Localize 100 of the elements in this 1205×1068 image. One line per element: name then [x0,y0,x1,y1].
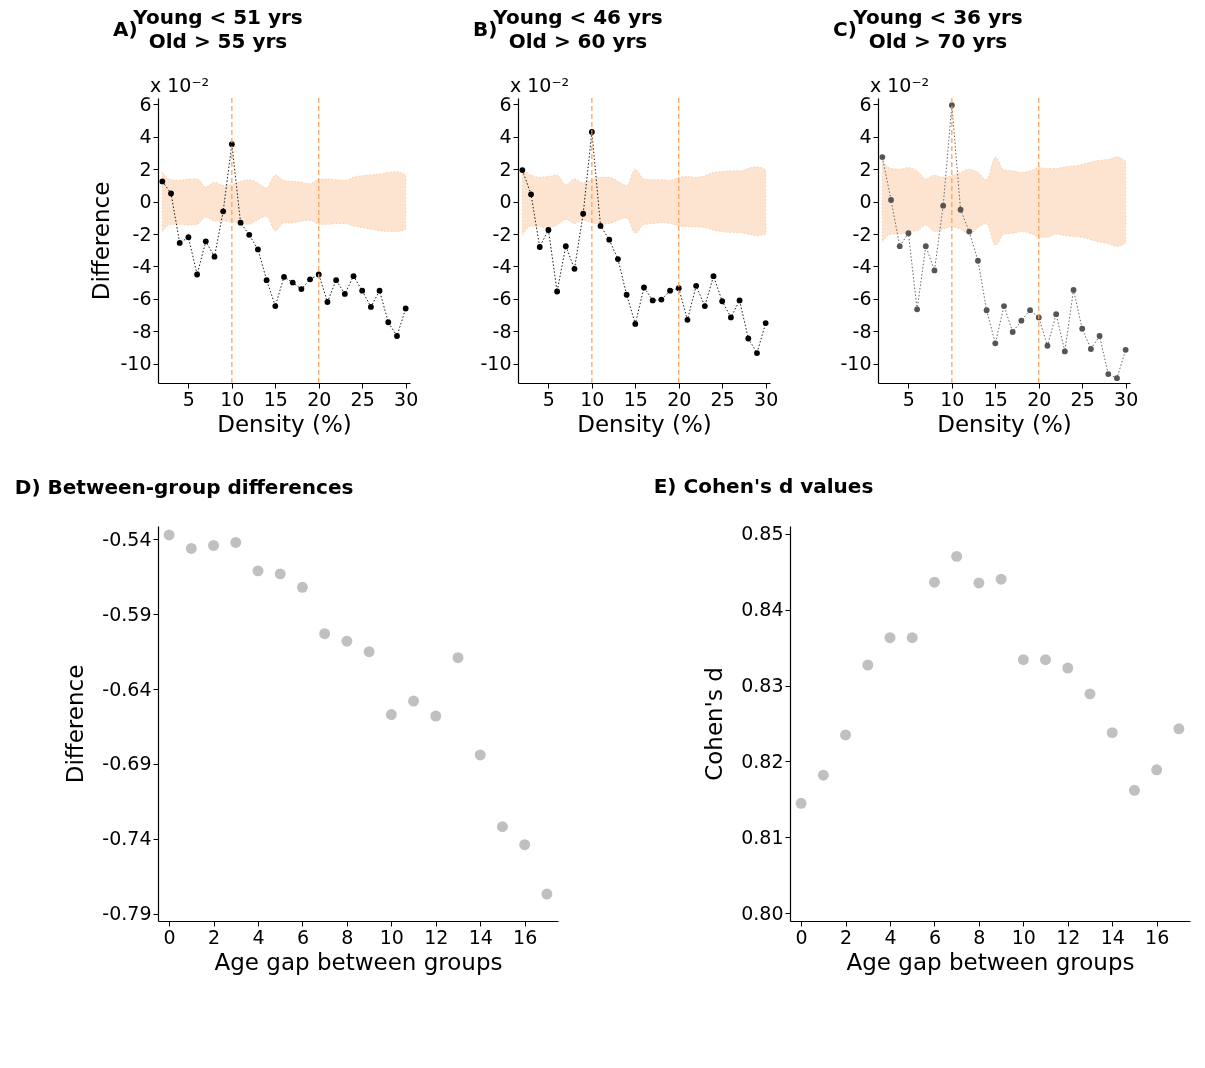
point [319,628,331,640]
point [1122,346,1129,353]
point [554,288,561,295]
y-tick-label: 4 [139,125,152,148]
point [1001,303,1007,309]
point [957,206,964,213]
point [1040,654,1052,666]
point [519,167,526,173]
x-tick-label: 30 [394,387,419,410]
x-tick-label: 20 [307,387,332,410]
point [430,710,442,722]
point [795,797,807,809]
point [931,267,938,274]
y-tick-label: -2 [492,222,512,245]
x-tick-label: 6 [928,925,941,948]
text: x 10⁻² [510,74,570,96]
point [817,769,829,781]
point [710,273,717,280]
point [983,307,990,314]
point [840,729,852,741]
point [1017,654,1029,666]
y-tick-label: 6 [859,92,872,115]
point [307,276,313,283]
point [376,287,383,294]
point [906,632,918,644]
point [1070,286,1077,293]
y-tick-label: -2 [132,222,152,245]
point [623,291,630,298]
x-axis-title: Density (%) [937,410,1072,437]
y-tick-label: 0 [139,190,152,213]
point [905,230,912,237]
x-tick-label: 10 [1011,925,1036,948]
y-tick-label: 2 [859,157,872,180]
point [1173,723,1185,735]
y-axis-title: Cohen's d [701,667,728,781]
point [163,529,175,541]
x-tick-label: 20 [1027,387,1052,410]
point [367,303,374,310]
point [208,539,220,551]
text: x 10⁻² [870,74,930,96]
point [896,243,903,250]
point [359,287,366,294]
point [185,234,192,241]
point [888,197,894,203]
point [641,284,647,291]
y-tick-label: 0.85 [741,522,784,545]
point [975,257,981,264]
y-tick-label: -0.69 [102,752,152,775]
point [940,202,947,209]
x-tick-label: 4 [884,925,897,948]
point [176,240,183,246]
x-tick-label: 16 [513,925,538,948]
y-tick-label: 6 [499,92,512,115]
point [1044,342,1051,349]
y-tick-label: 0.81 [741,825,784,848]
x-tick-label: 10 [580,387,605,410]
point [597,223,604,229]
y-tick-label: 2 [499,157,512,180]
x-tick-label: 25 [350,387,375,410]
y-tick-label: -4 [852,254,872,277]
point [879,154,886,161]
y-axis-title: Difference [62,664,89,784]
y-tick-label: 0.83 [741,674,784,697]
y-tick-label: -0.54 [102,527,152,550]
x-tick-label: 5 [182,387,195,410]
y-tick-label: 2 [139,157,152,180]
x-tick-label: 14 [468,925,493,948]
x-tick-label: 20 [667,387,692,410]
point [281,274,287,280]
point [341,291,348,297]
point [649,297,656,304]
point [966,228,973,235]
x-tick-label: 12 [1056,925,1081,948]
x-tick-label: 14 [1100,925,1125,948]
point [528,191,534,198]
x-tick-label: 0 [163,925,176,948]
point [973,577,985,589]
x-tick-label: 10 [940,387,965,410]
point [1128,784,1140,796]
point [168,190,174,197]
y-tick-label: -10 [840,352,872,375]
x-tick-label: 15 [263,387,288,410]
point [474,749,486,761]
point [1018,317,1025,324]
point [571,265,578,272]
chart-title: D) Between-group differences [14,475,354,499]
x-tick-label: 5 [542,387,555,410]
point [719,298,726,305]
point [995,573,1007,585]
point [274,568,286,580]
point [246,231,253,238]
point [541,888,553,900]
point [1114,375,1120,382]
y-tick-label: -8 [132,319,152,342]
point [194,271,201,278]
point [951,550,963,562]
y-tick-label: 0.82 [741,749,784,772]
point [1027,307,1033,314]
y-axis-title: Difference [88,181,115,301]
point [1053,311,1060,318]
